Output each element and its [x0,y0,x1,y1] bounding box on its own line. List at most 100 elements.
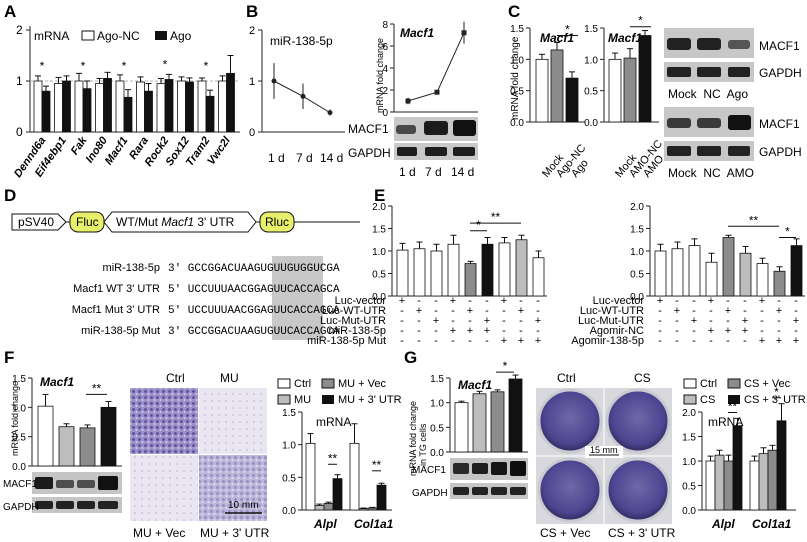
e-left-tick-label: 1.0 [372,247,386,258]
g2-sig: * [774,385,779,399]
b-mrna-tick-label: 6 [382,42,388,53]
f-sig: ** [92,381,102,395]
e-left-row-sign: - [485,305,489,317]
f-bar [100,406,117,467]
e-left-row-sign: - [536,325,540,337]
e-right-bar [739,252,752,297]
g-sig: * [503,359,508,373]
a-legend-agonc: Ago-NC [97,29,140,43]
e-left-sig: * [476,218,481,232]
g-scale-label: 15 mm [590,445,618,455]
e-right-row-sign: - [675,335,679,347]
e-left-row-sign: + [399,295,405,307]
a-legend-swatch-ago [155,31,167,40]
f2-tick-label: 1.5 [282,408,296,419]
e-right-row-sign: - [658,335,662,347]
f2-bar [376,484,387,511]
e-right-row-sign: - [794,305,798,317]
a-bar-ago [164,79,174,133]
c2-tick-label: 1.0 [584,55,598,66]
e-left-row-sign: - [400,335,404,347]
e-right-row-sign: - [709,305,713,317]
f2-tick-label: 0.0 [282,506,296,517]
f-ylabel: mRNA fold change [10,381,20,456]
g-tick-label: 0.0 [430,448,444,459]
e-left-row-sign: + [535,335,541,347]
e-left-chart: 0.00.51.01.52.0***Luc-vector + - - + - - + - -Luc… [307,202,547,347]
g-blot-macf1 [450,458,528,480]
f-tick-label: 1.0 [12,403,26,414]
c-bar [550,49,564,123]
e-left-row-sign: - [502,305,506,317]
d-seq-label: Macf1 Mut 3' UTR [72,304,160,316]
d-sequences: miR-138-5p 3' GCCGGACUAAGUGUUGUGGUCGA Macf… [72,262,340,338]
e-left-row-sign: - [468,335,472,347]
e-left-tick-label: 2.0 [372,202,386,213]
g-tick-label: 1.5 [430,374,444,385]
g-img-cs3utr: CS + 3' UTR [608,526,676,540]
c1-tick-label: 0.5 [510,87,524,98]
panel-b: 0 1 2 miR-138-5p 1 d 7 d 14 d mRNA fold … [249,20,478,179]
a-sig-star: * [81,59,86,73]
d-promoter: pSV40 [18,215,54,229]
g-bar [508,378,523,453]
a-legend-swatch-agonc [81,30,95,41]
e-left-sig: ** [491,210,501,224]
b-blot-label-macf1: MACF1 [348,122,389,136]
e-left-row-sign: + [501,295,507,307]
d-seq: 5' UCCUUUAACGGAGUUCACCAGCA [168,284,340,296]
e-right-row-sign: - [709,315,713,327]
a-bar-agonc [95,83,104,133]
g-bars: * [454,359,523,453]
g-bar [472,393,487,453]
e-left-row-sign: - [434,335,438,347]
e-right-row-sign: - [658,315,662,327]
f-img-muvec: MU + Vec [133,526,185,540]
d-rluc-box [259,211,295,233]
a-sig-star: * [204,59,209,73]
e-right-row-sign: + [742,325,748,337]
f-legend-mu3utr: MU + 3' UTR [338,394,402,406]
b-mir-line [271,63,333,116]
f2-tick-label: 1.0 [282,441,296,452]
e-left-row-sign: - [519,315,523,327]
g-blot-label-macf1: MACF1 [412,465,446,476]
e-left-bar [396,249,409,297]
e-left-bar [532,257,545,297]
e-left-row-sign: - [468,295,472,307]
c2-tick-label: 0.5 [584,87,598,98]
panel-label-g: G [404,348,417,367]
d-utr-label: WT/Mut Macf1 3' UTR [116,215,235,229]
g2-bar [714,454,725,511]
e-right-row-sign: - [726,295,730,307]
e-left-row-sign: - [485,295,489,307]
e-right-row-sign: - [692,335,696,347]
a-bar-agonc [218,80,227,133]
panel-d: pSV40 Fluc WT/Mut Macf1 3' UTR Rluc miR-… [11,211,360,340]
f-img-mu: MU [220,371,239,385]
a-bar-ago [185,81,194,133]
e-right-row-sign: - [760,305,764,317]
a-tick-0: 0 [16,125,23,139]
a-bar-agonc [115,80,125,133]
e-left-row-sign: - [434,295,438,307]
e-left-bar [498,242,511,297]
e-right-bar [790,245,803,297]
e-left-row-sign: - [417,315,421,327]
g-blot-label-gapdh: GAPDH [412,488,448,499]
e-left-bar [447,243,460,297]
a-bar-ago [41,90,51,133]
e-right-row-label: Luc-vector [593,295,645,307]
e-right-row-sign: - [794,295,798,307]
c2-tick-label: 0.0 [584,118,598,129]
g2-bar [776,420,787,511]
e-left-row-sign: - [519,295,523,307]
c1-tick-label: 1.5 [510,24,524,35]
f-blot-label-macf1: MACF1 [3,479,37,490]
b-mrna-ticks: 0 2 4 6 8 [382,20,394,119]
e-right-tick-label: 0.5 [630,270,644,281]
e-left-tick-label: 0.0 [372,292,386,303]
g2-bar [705,460,716,511]
e-left-row-sign: + [467,325,473,337]
e-right-tick-label: 1.0 [630,247,644,258]
